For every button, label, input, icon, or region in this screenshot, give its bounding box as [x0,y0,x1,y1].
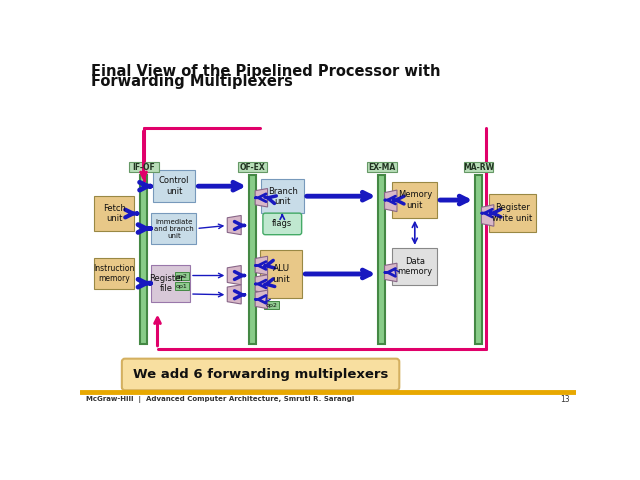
FancyBboxPatch shape [378,175,385,344]
Polygon shape [385,263,397,282]
FancyBboxPatch shape [175,273,189,280]
Text: EX-MA: EX-MA [368,163,396,172]
Polygon shape [255,189,268,207]
Text: op2: op2 [175,274,188,279]
FancyBboxPatch shape [249,175,256,344]
FancyBboxPatch shape [140,175,147,344]
Text: Final View of the Pipelined Processor with: Final View of the Pipelined Processor wi… [91,64,440,79]
FancyBboxPatch shape [264,301,279,310]
FancyBboxPatch shape [94,258,134,288]
Text: op2: op2 [266,303,277,308]
FancyBboxPatch shape [94,196,134,231]
FancyBboxPatch shape [392,248,437,285]
Polygon shape [227,285,241,304]
FancyBboxPatch shape [489,194,536,232]
Text: Memory
unit: Memory unit [397,191,432,210]
Text: ALU
unit: ALU unit [272,264,290,284]
FancyBboxPatch shape [263,213,301,235]
FancyBboxPatch shape [122,359,399,390]
Text: MA-RW: MA-RW [463,163,494,172]
Polygon shape [255,256,268,275]
Text: 13: 13 [560,395,570,404]
Text: We add 6 forwarding multiplexers: We add 6 forwarding multiplexers [133,368,388,381]
Text: Instruction
memory: Instruction memory [93,264,135,283]
FancyBboxPatch shape [175,282,189,290]
Text: OF-EX: OF-EX [239,163,266,172]
Text: flags: flags [272,219,292,228]
Text: Branch
unit: Branch unit [268,187,298,206]
Text: op1: op1 [175,284,188,289]
Polygon shape [227,265,241,285]
FancyBboxPatch shape [476,175,482,344]
Text: Forwarding Multiplexers: Forwarding Multiplexers [91,74,292,89]
Polygon shape [227,216,241,235]
FancyBboxPatch shape [260,250,303,298]
Polygon shape [481,204,494,226]
Text: Register
file: Register file [149,274,184,293]
Polygon shape [385,190,397,212]
Text: Immediate
and branch
unit: Immediate and branch unit [154,218,194,239]
FancyBboxPatch shape [392,182,437,218]
FancyBboxPatch shape [151,265,190,302]
FancyBboxPatch shape [153,170,195,203]
Text: IF-OF: IF-OF [132,163,156,172]
FancyBboxPatch shape [129,162,159,172]
Polygon shape [255,290,268,309]
FancyBboxPatch shape [367,162,397,172]
FancyBboxPatch shape [237,162,267,172]
FancyBboxPatch shape [151,213,196,244]
Text: McGraw-Hill  |  Advanced Computer Architecture, Smruti R. Sarangi: McGraw-Hill | Advanced Computer Architec… [86,396,355,403]
FancyBboxPatch shape [464,162,493,172]
Text: Fetch
unit: Fetch unit [102,204,125,223]
Text: Data
memory: Data memory [397,257,433,276]
Text: Control
unit: Control unit [159,177,189,196]
FancyBboxPatch shape [261,179,304,213]
Text: Register
write unit: Register write unit [492,204,532,223]
Polygon shape [255,275,268,293]
